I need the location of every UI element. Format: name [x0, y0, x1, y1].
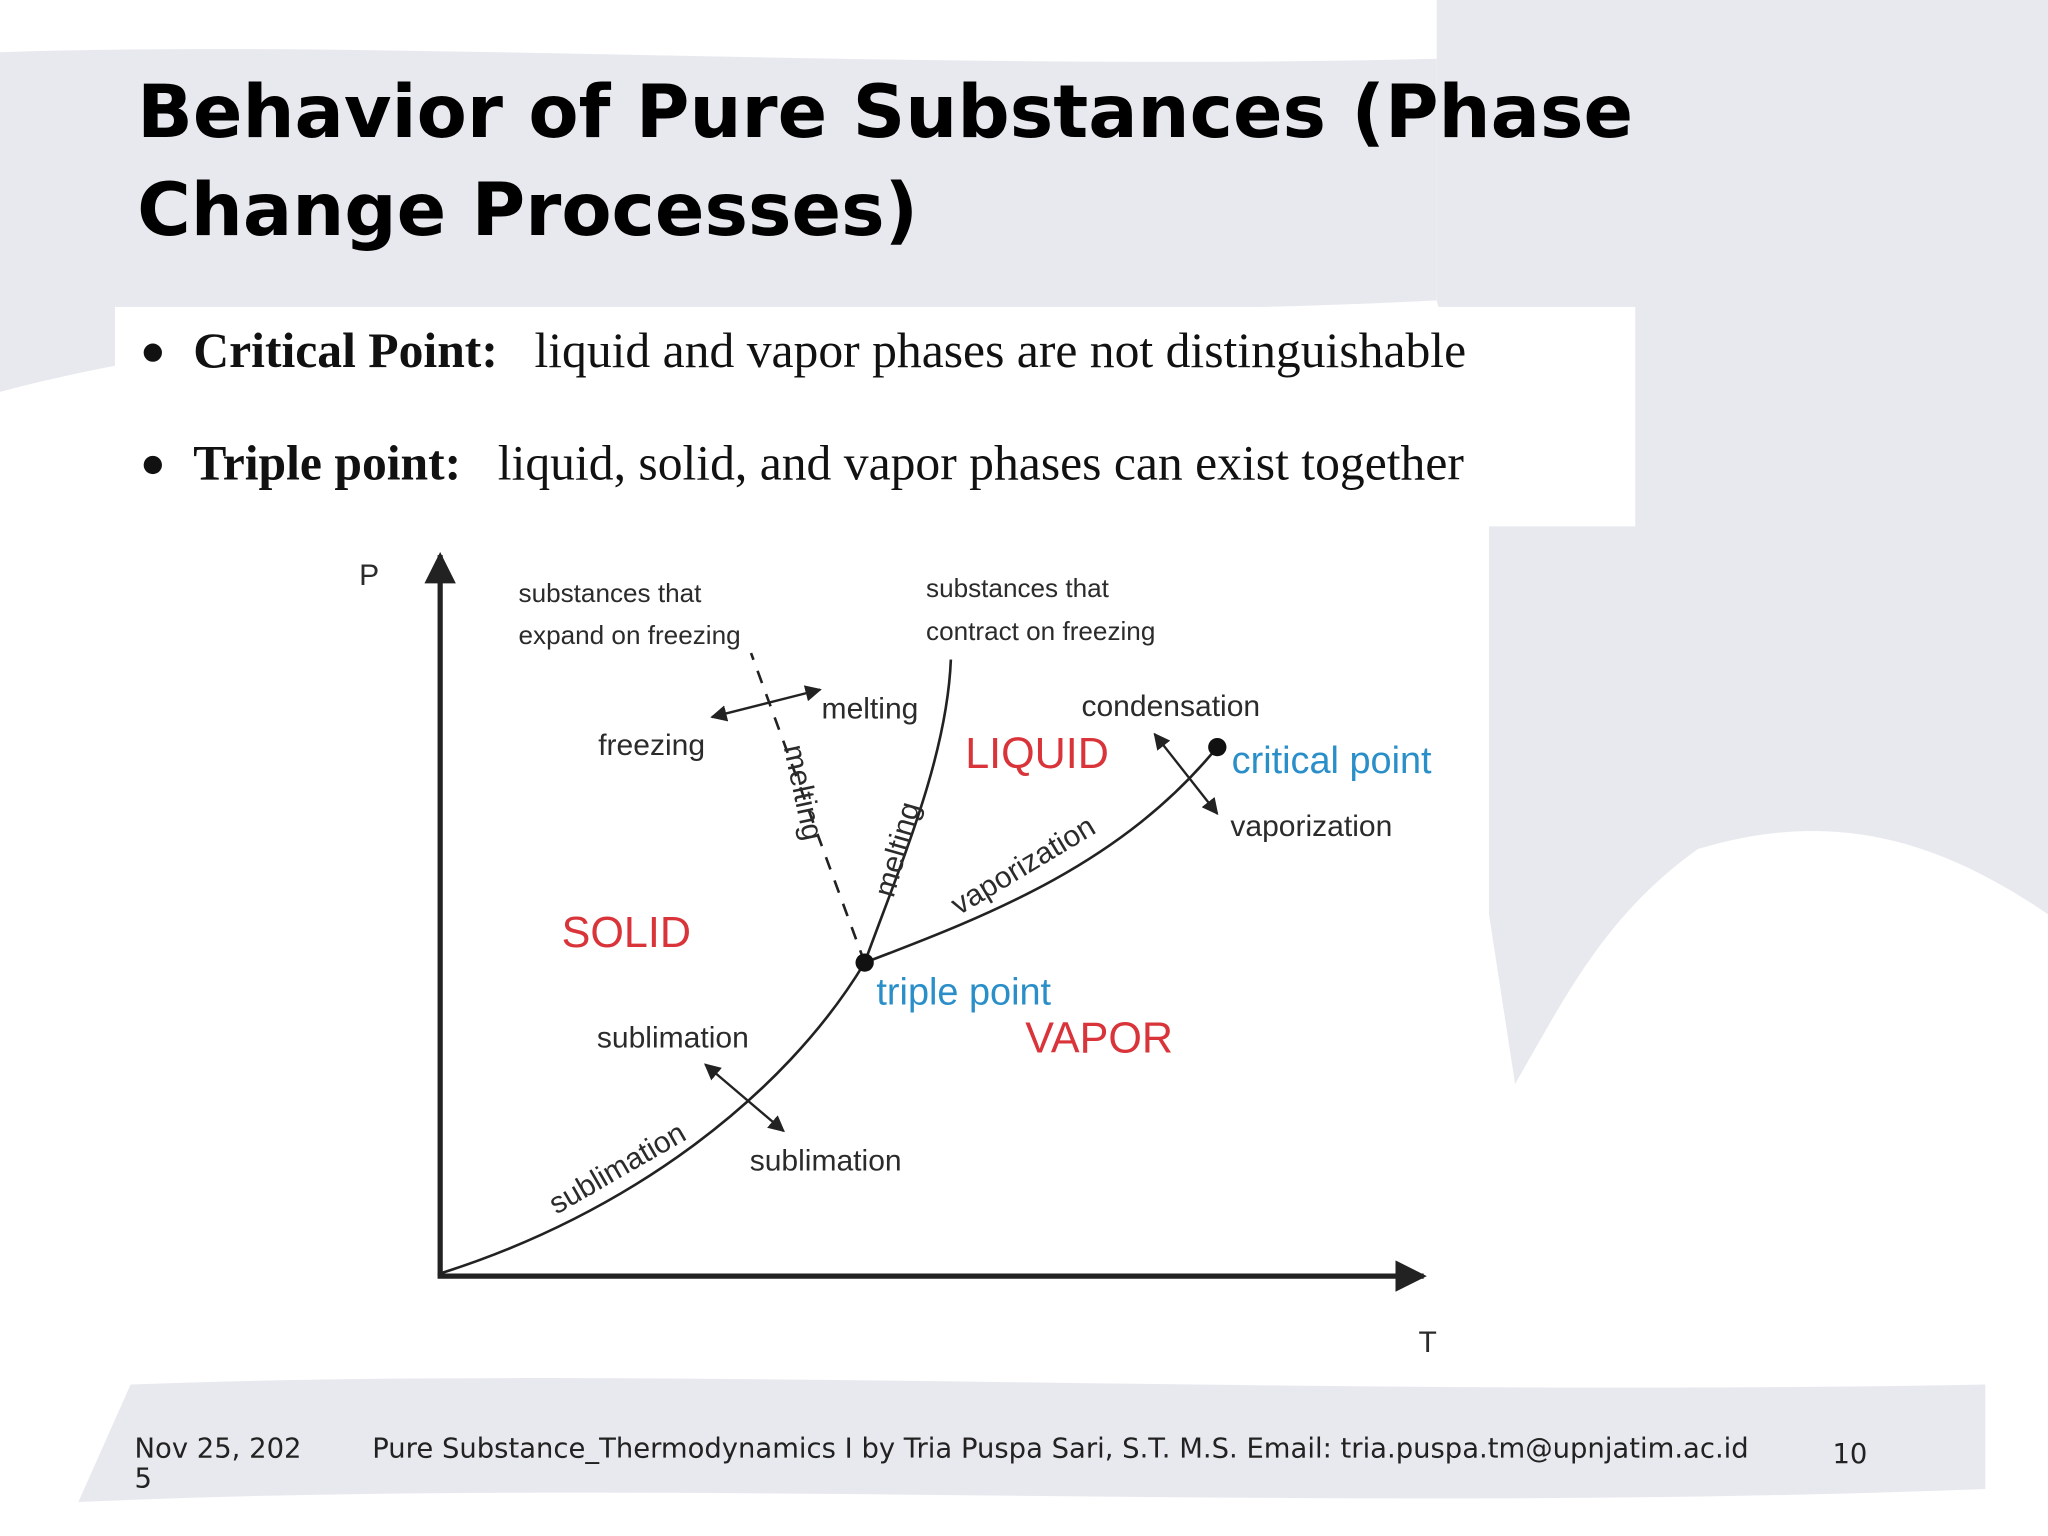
phase-diagram: P T substances that expand on freezing su… [359, 551, 1437, 1359]
region-label: SOLID [562, 909, 691, 957]
bullet-dot [143, 343, 162, 362]
note-line: expand on freezing [519, 620, 741, 650]
bullet: Critical Point: liquid and vapor phases a… [193, 323, 1466, 378]
arrow [704, 1063, 785, 1133]
triple-point [855, 953, 874, 972]
footer-text-box: Pure Substance_Thermodynamics I by Tria … [372, 1434, 1749, 1465]
process-label: melting [777, 742, 829, 844]
note: substances that expand on freezing [519, 578, 741, 650]
title: Behavior of Pure Substances (Phase Change… [137, 70, 1633, 253]
title-line: Change Processes) [137, 168, 918, 253]
process-label: sublimation [543, 1116, 691, 1221]
process-label: sublimation [597, 1022, 749, 1055]
bullet-dot [143, 455, 162, 475]
background [0, 0, 2048, 1503]
point-label: critical point [1232, 740, 1432, 782]
process-label: sublimation [750, 1144, 902, 1177]
note-line: substances that [519, 578, 703, 608]
region-label: VAPOR [1025, 1015, 1173, 1063]
footer-date-box: Nov 25, 2025 [134, 1434, 302, 1495]
note-line: contract on freezing [926, 616, 1155, 646]
region-label: LIQUID [965, 730, 1109, 778]
process-label: melting [868, 798, 926, 900]
sublimation-curve [439, 961, 866, 1275]
process-label: vaporization [1230, 810, 1392, 843]
arrow [1153, 732, 1219, 816]
note: substances that contract on freezing [926, 573, 1155, 646]
bullet-box [114, 306, 1636, 527]
melting-curve [863, 659, 953, 964]
title-line: Behavior of Pure Substances (Phase [137, 70, 1633, 155]
process-label: condensation [1081, 690, 1260, 723]
critical-point [1208, 737, 1227, 757]
bullet-term: Triple point: [193, 435, 461, 490]
bullet-text: liquid, solid, and vapor phases can exis… [498, 435, 1465, 490]
footer-text: Pure Substance_Thermodynamics I by Tria … [372, 1434, 1749, 1465]
page-number: 10 [1832, 1439, 1867, 1470]
process-label: melting [822, 692, 919, 725]
bullet-term: Critical Point: [193, 323, 498, 378]
axis-label: P [359, 559, 379, 592]
arrow [710, 685, 822, 722]
bullet-text: liquid and vapor phases are not distingu… [534, 323, 1466, 378]
note-line: substances that [926, 573, 1110, 603]
axis-label: T [1418, 1326, 1436, 1359]
footer-date: Nov 25, 2025 [134, 1434, 302, 1495]
point-label: triple point [876, 971, 1051, 1013]
process-label: freezing [598, 729, 705, 762]
bullet: Triple point: liquid, solid, and vapor ph… [193, 435, 1464, 490]
